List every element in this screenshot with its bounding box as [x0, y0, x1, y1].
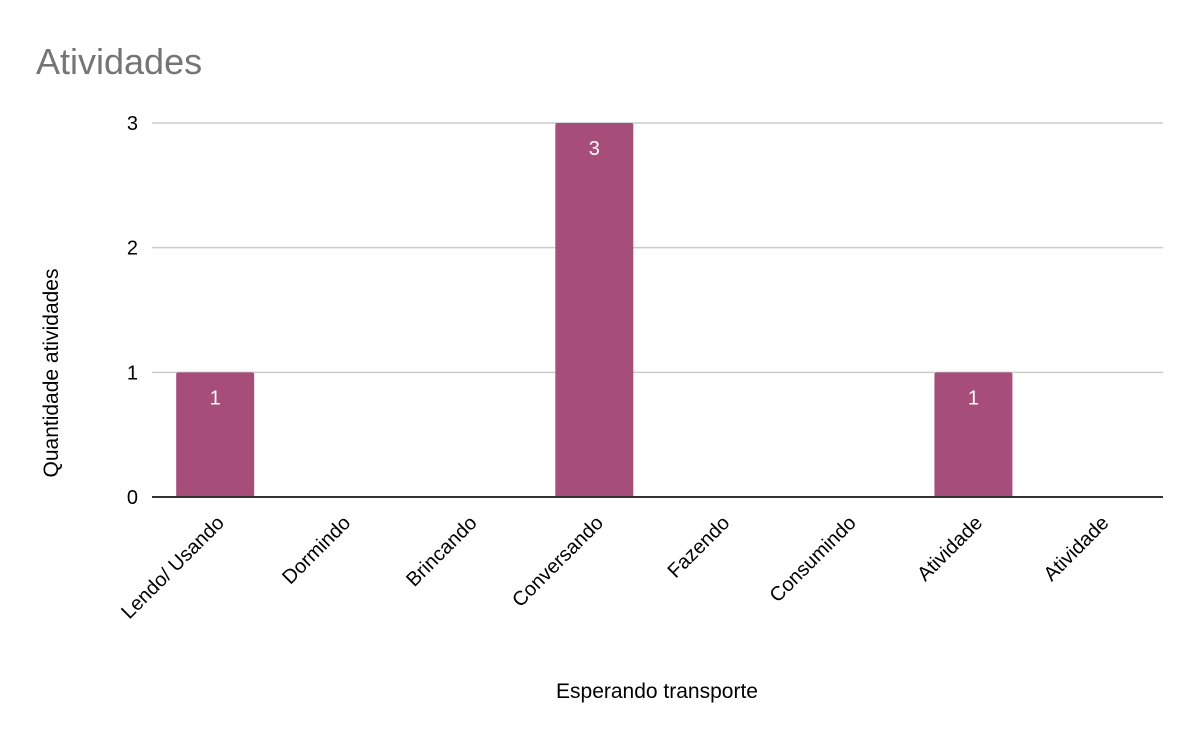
gridlines	[152, 122, 1163, 374]
bar	[555, 123, 634, 497]
x-axis-label: Esperando transporte	[556, 680, 758, 703]
x-axis-ticks: Lendo/ Usando Dormindo Brincando Conversand…	[117, 512, 1113, 623]
x-tick-label: Dormindo	[278, 512, 355, 589]
x-tick-label: Fazendo	[664, 512, 735, 583]
bars: 1 3 1	[176, 123, 1013, 497]
bar-data-label: 3	[589, 138, 600, 160]
bar	[934, 372, 1013, 497]
y-axis-ticks: 0 1 2 3	[127, 113, 138, 509]
y-tick-label: 1	[127, 362, 138, 384]
y-tick-label: 3	[127, 113, 138, 135]
x-tick-label: Lendo/ Usando	[117, 512, 228, 623]
x-tick-label: Consumindo	[766, 512, 861, 607]
x-tick-label: Atividade	[913, 512, 987, 586]
x-tick-label: Conversando	[508, 512, 608, 612]
bar-data-label: 1	[968, 387, 979, 409]
x-tick-label: Brincando	[402, 512, 481, 591]
y-tick-label: 2	[127, 238, 138, 260]
bar-data-label: 1	[210, 387, 221, 409]
chart-title: Atividades	[36, 41, 202, 82]
y-tick-label: 0	[127, 487, 138, 509]
y-axis-label: Quantidade atividades	[40, 269, 63, 478]
bar	[176, 372, 255, 497]
x-tick-label: Atividade	[1040, 512, 1114, 586]
